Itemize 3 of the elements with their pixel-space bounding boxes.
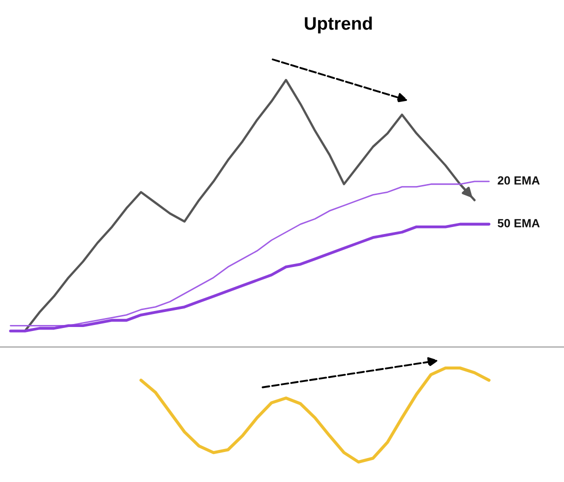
chart-title: Uptrend [304, 16, 372, 34]
series-label: 50 EMA [498, 218, 540, 228]
series-label: 20 EMA [498, 176, 540, 185]
